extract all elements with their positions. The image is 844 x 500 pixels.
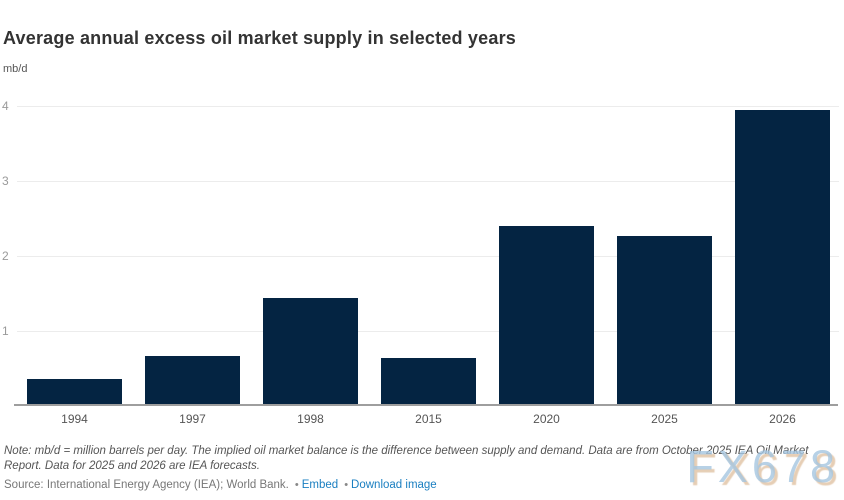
bar-1997[interactable] (145, 356, 240, 406)
xtick-label-1998: 1998 (297, 412, 324, 426)
x-axis-line (14, 404, 838, 406)
bar-2026[interactable] (735, 110, 830, 406)
gridline-4 (17, 106, 839, 107)
bar-2025[interactable] (617, 236, 712, 406)
ytick-label-1: 1 (2, 324, 9, 338)
xtick-label-1997: 1997 (179, 412, 206, 426)
plot-area: 4 3 2 1 1994 1997 1998 2015 2020 2025 2026 (0, 99, 844, 426)
ytick-label-4: 4 (2, 99, 9, 113)
xtick-label-2025: 2025 (651, 412, 678, 426)
xtick-label-2026: 2026 (769, 412, 796, 426)
xtick-label-1994: 1994 (61, 412, 88, 426)
ytick-label-3: 3 (2, 174, 9, 188)
source-text: Source: International Energy Agency (IEA… (4, 479, 289, 491)
gridline-2 (17, 256, 839, 257)
download-image-link[interactable]: Download image (351, 479, 437, 491)
ytick-label-2: 2 (2, 249, 9, 263)
gridline-3 (17, 181, 839, 182)
embed-link[interactable]: Embed (301, 479, 339, 491)
bullet-separator: • (294, 479, 299, 491)
bar-1998[interactable] (263, 298, 358, 406)
bar-1994[interactable] (27, 379, 122, 406)
xtick-label-2015: 2015 (415, 412, 442, 426)
xtick-label-2020: 2020 (533, 412, 560, 426)
bar-2015[interactable] (381, 358, 476, 406)
chart-note: Note: mb/d = million barrels per day. Th… (4, 445, 809, 472)
chart-title: Average annual excess oil market supply … (3, 28, 516, 48)
bar-2020[interactable] (499, 226, 594, 406)
bullet-separator: • (344, 479, 349, 491)
unit-label: mb/d (3, 63, 28, 75)
gridline-1 (17, 331, 839, 332)
source-line: Source: International Energy Agency (IEA… (4, 479, 840, 491)
